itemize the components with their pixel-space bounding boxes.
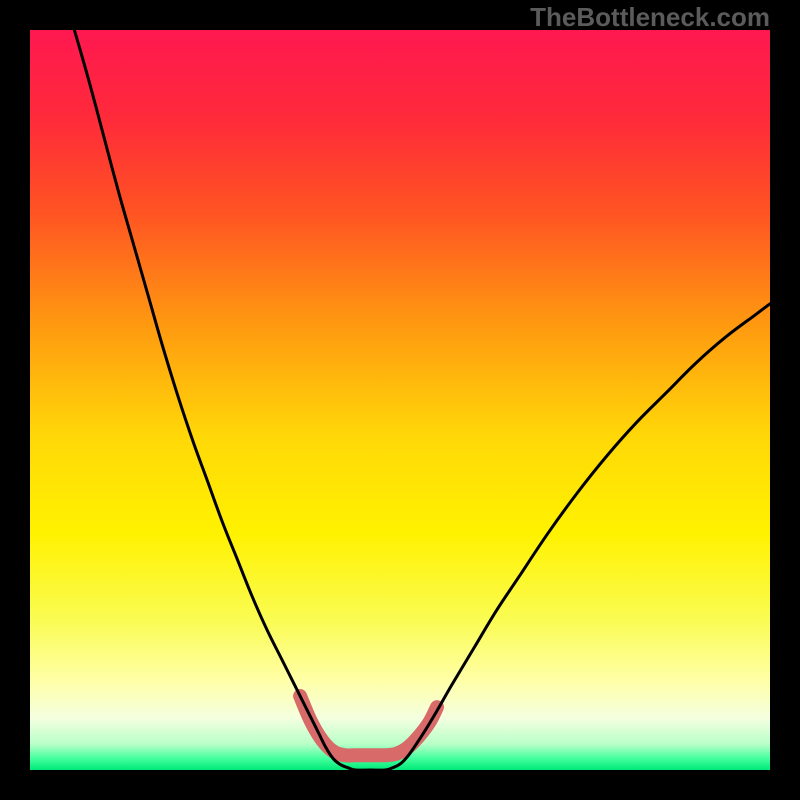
chart-svg — [0, 0, 800, 800]
main-v-curve — [74, 30, 770, 770]
canvas: TheBottleneck.com — [0, 0, 800, 800]
highlight-u-curve — [300, 696, 437, 755]
watermark-text: TheBottleneck.com — [530, 2, 770, 33]
